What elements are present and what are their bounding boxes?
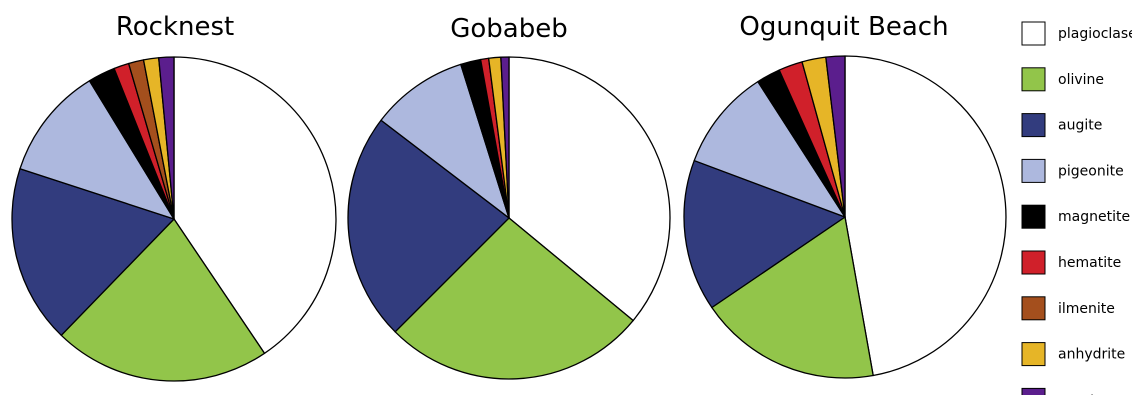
legend-label-ilmenite: ilmenite <box>1058 301 1115 317</box>
slice-ogunquit-beach-pigeonite <box>693 80 846 218</box>
legend-label-augite: augite <box>1058 118 1102 134</box>
pie-title-ogunquit-beach: Ogunquit Beach <box>739 12 948 42</box>
legend-swatch-magnetite <box>1021 204 1046 229</box>
slice-ogunquit-beach-plagioclase <box>844 55 1007 377</box>
legend-swatch-plagioclase <box>1021 21 1046 46</box>
slice-gobabeb-olivine <box>394 217 634 380</box>
legend-label-hematite: hematite <box>1058 255 1121 271</box>
slice-rocknest-plagioclase <box>173 56 337 354</box>
slice-rocknest-pigeonite <box>19 80 175 220</box>
legend-label-pigeonite: pigeonite <box>1058 163 1124 179</box>
legend-swatch-pigeonite <box>1021 158 1046 183</box>
legend-swatch-hematite <box>1021 250 1046 275</box>
slice-rocknest-olivine <box>60 218 266 382</box>
pie-title-rocknest: Rocknest <box>116 12 234 42</box>
slice-ogunquit-beach-olivine <box>711 216 874 379</box>
legend: plagioclase olivine augite pigeonite magneti… <box>1021 21 1132 395</box>
slice-rocknest-augite <box>11 168 175 336</box>
legend-swatch-ilmenite <box>1021 296 1046 321</box>
legend-swatch-olivine <box>1021 67 1046 92</box>
slice-ogunquit-beach-augite <box>683 159 846 309</box>
legend-label-plagioclase: plagioclase <box>1058 26 1132 42</box>
legend-swatch-anhydrite <box>1021 342 1046 367</box>
legend-swatch-quartz <box>1021 387 1046 395</box>
slice-ogunquit-beach-quartz <box>825 55 846 218</box>
slice-gobabeb-plagioclase <box>508 56 671 322</box>
slice-gobabeb-quartz <box>500 56 510 219</box>
slice-gobabeb-augite <box>347 119 510 333</box>
pie-chart-rocknest: Rocknest <box>11 12 337 382</box>
pie-chart-ogunquit-beach: Ogunquit Beach <box>683 12 1007 379</box>
legend-label-magnetite: magnetite <box>1058 209 1130 225</box>
legend-swatch-augite <box>1021 113 1046 138</box>
pie-title-gobabeb: Gobabeb <box>450 14 568 44</box>
legend-label-quartz: quartz <box>1058 392 1103 395</box>
pie-chart-gobabeb: Gobabeb <box>347 14 671 380</box>
slice-rocknest-quartz <box>158 56 175 220</box>
legend-label-olivine: olivine <box>1058 72 1104 88</box>
slice-gobabeb-pigeonite <box>380 63 510 219</box>
legend-label-anhydrite: anhydrite <box>1058 347 1125 363</box>
